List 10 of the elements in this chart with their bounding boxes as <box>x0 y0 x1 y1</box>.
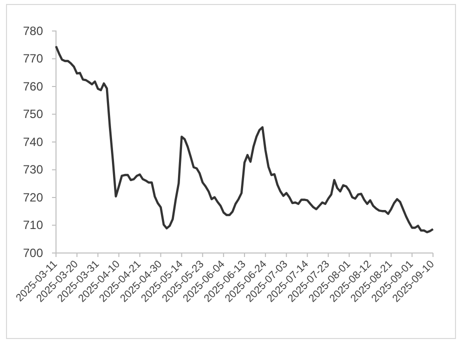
y-tick-label: 700 <box>22 246 44 260</box>
y-tick-label: 770 <box>22 52 44 66</box>
y-tick-label: 740 <box>22 134 44 149</box>
y-tick-label: 750 <box>22 107 44 122</box>
y-tick-label: 710 <box>22 218 44 232</box>
y-tick-label: 760 <box>22 79 44 94</box>
y-tick-label: 720 <box>22 190 44 204</box>
y-tick-label: 730 <box>22 162 44 177</box>
line-series <box>54 45 434 234</box>
y-tick-label: 780 <box>22 24 44 38</box>
